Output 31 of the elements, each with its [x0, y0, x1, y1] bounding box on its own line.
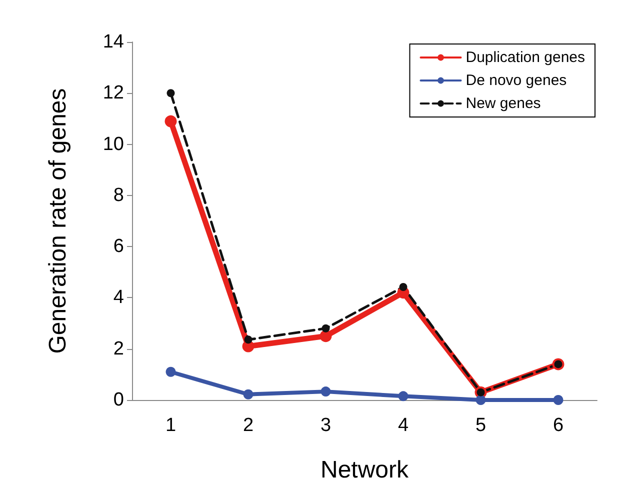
point [320, 386, 331, 397]
y-tick-label: 8 [113, 184, 124, 206]
y-tick-label: 6 [113, 236, 124, 258]
y-tick-label: 14 [102, 32, 124, 52]
x-tick-label: 2 [242, 415, 254, 436]
point [398, 391, 408, 402]
point [243, 389, 254, 400]
point [322, 324, 330, 332]
y-axis-title: Generation rate of genes [44, 88, 72, 354]
x-axis-title: Network [320, 456, 410, 484]
point [553, 395, 564, 405]
point [166, 89, 175, 98]
legend-label: New genes [466, 95, 541, 112]
x-tick-label: 5 [475, 415, 486, 436]
x-tick-label: 1 [165, 415, 176, 436]
legend-label: Duplication genes [466, 49, 586, 66]
y-tick-label: 0 [113, 390, 124, 410]
point [399, 282, 408, 291]
y-tick-label: 4 [113, 287, 124, 308]
point [476, 395, 486, 405]
point [320, 330, 332, 342]
y-tick-label: 2 [113, 338, 124, 360]
point [244, 336, 252, 344]
legend-label: De novo genes [466, 72, 567, 89]
point [164, 115, 177, 128]
x-tick-label: 4 [398, 415, 409, 436]
x-tick-label: 6 [552, 415, 564, 436]
x-tick-label: 3 [320, 415, 332, 436]
y-tick-label: 12 [102, 82, 124, 104]
point [166, 366, 176, 377]
y-tick-label: 10 [102, 134, 124, 155]
